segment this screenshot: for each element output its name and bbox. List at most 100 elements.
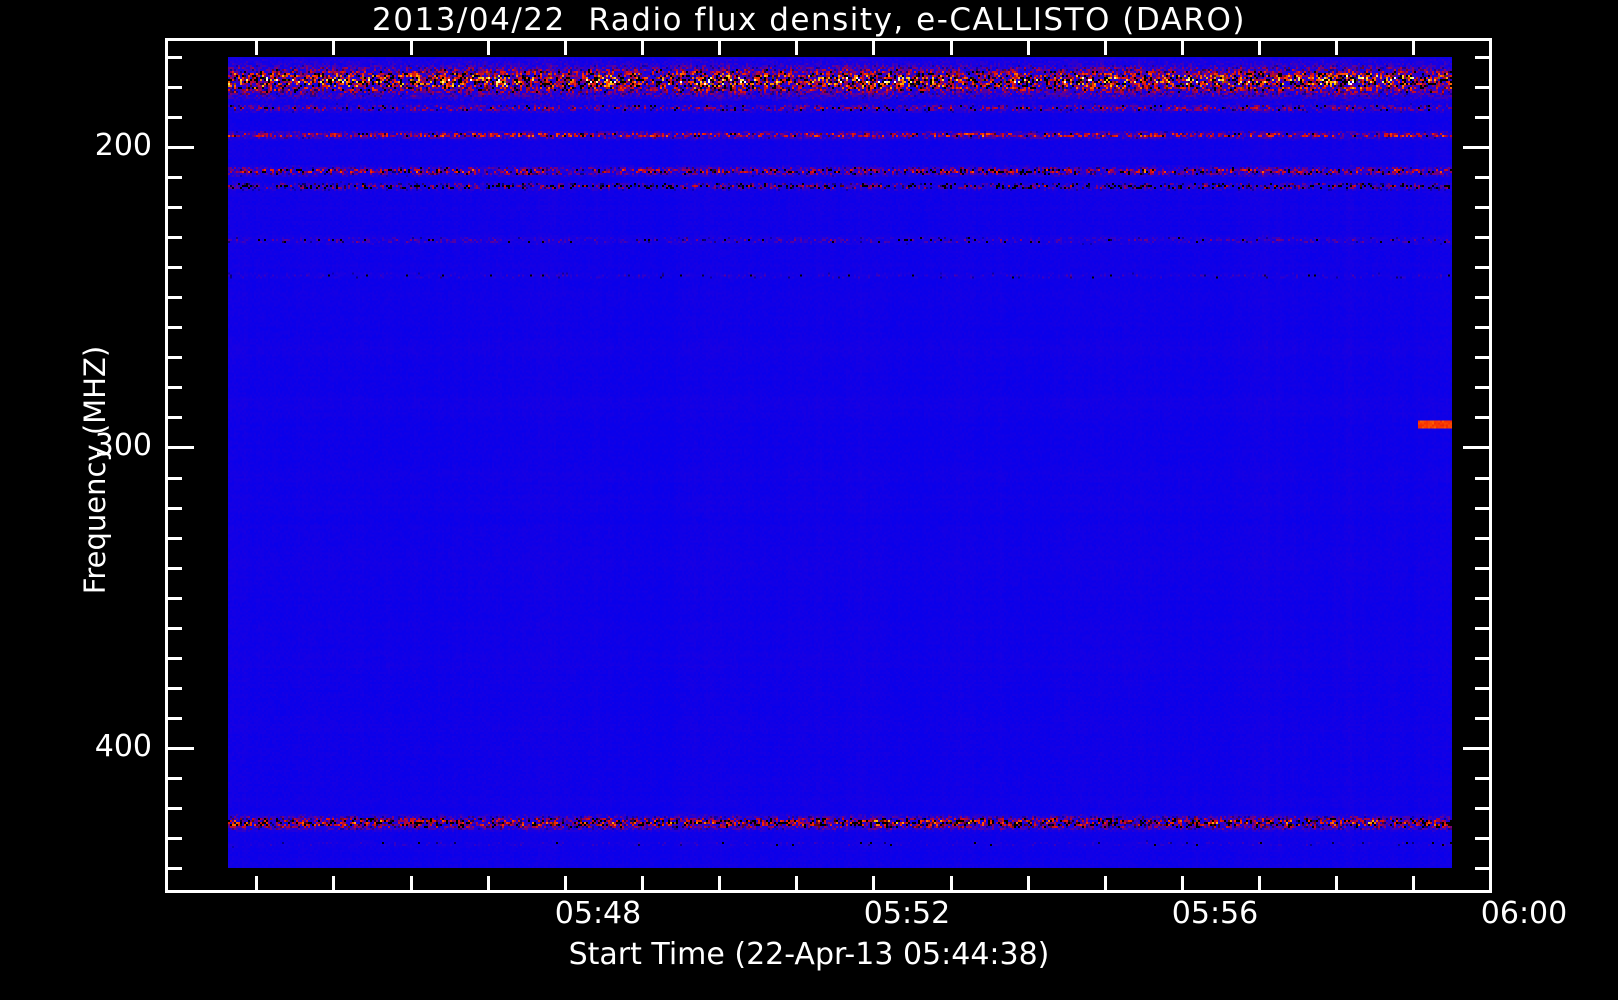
y-minor-tick-right — [1475, 657, 1489, 660]
x-minor-tick — [950, 876, 953, 890]
x-minor-tick-top — [795, 41, 798, 55]
y-tick-label: 400 — [94, 729, 152, 764]
x-minor-tick-top — [1412, 41, 1415, 55]
y-minor-tick-right — [1475, 116, 1489, 119]
x-minor-tick-top — [255, 41, 258, 55]
y-minor-tick — [168, 717, 182, 720]
y-minor-tick-right — [1475, 236, 1489, 239]
y-minor-tick-right — [1475, 176, 1489, 179]
x-minor-tick — [872, 876, 875, 890]
x-minor-tick — [255, 876, 258, 890]
x-minor-tick — [1335, 876, 1338, 890]
y-tick-label: 200 — [94, 128, 152, 163]
y-minor-tick — [168, 477, 182, 480]
spectrogram-plot-area — [228, 57, 1452, 868]
y-minor-tick-right — [1475, 86, 1489, 89]
y-minor-tick — [168, 296, 182, 299]
y-tick-label: 300 — [94, 428, 152, 463]
y-major-tick-right — [1463, 747, 1489, 750]
x-minor-tick — [795, 876, 798, 890]
y-minor-tick-right — [1475, 717, 1489, 720]
y-minor-tick — [168, 116, 182, 119]
x-minor-tick-top — [564, 41, 567, 55]
y-minor-tick-right — [1475, 567, 1489, 570]
x-minor-tick-top — [332, 41, 335, 55]
y-minor-tick-right — [1475, 627, 1489, 630]
y-minor-tick — [168, 416, 182, 419]
y-minor-tick — [168, 687, 182, 690]
y-minor-tick-right — [1475, 356, 1489, 359]
x-tick-label: 06:00 — [1480, 896, 1568, 931]
x-minor-tick — [1027, 876, 1030, 890]
y-major-tick-right — [1463, 146, 1489, 149]
y-minor-tick-right — [1475, 537, 1489, 540]
x-tick-label: 05:48 — [554, 896, 642, 931]
figure-title: 2013/04/22 Radio flux density, e-CALLIST… — [372, 2, 1246, 38]
x-minor-tick — [332, 876, 335, 890]
y-minor-tick — [168, 657, 182, 660]
x-minor-tick-top — [641, 41, 644, 55]
y-minor-tick-right — [1475, 507, 1489, 510]
y-minor-tick-right — [1475, 477, 1489, 480]
x-minor-tick — [641, 876, 644, 890]
y-minor-tick — [168, 356, 182, 359]
y-minor-tick — [168, 777, 182, 780]
y-minor-tick-right — [1475, 386, 1489, 389]
y-minor-tick-right — [1475, 206, 1489, 209]
y-minor-tick — [168, 236, 182, 239]
y-minor-tick — [168, 56, 182, 59]
x-minor-tick-top — [1258, 41, 1261, 55]
y-minor-tick-right — [1475, 687, 1489, 690]
x-minor-tick — [1258, 876, 1261, 890]
y-minor-tick — [168, 206, 182, 209]
y-minor-tick — [168, 627, 182, 630]
y-major-tick — [168, 747, 194, 750]
y-minor-tick-right — [1475, 867, 1489, 870]
y-minor-tick-right — [1475, 326, 1489, 329]
y-minor-tick — [168, 597, 182, 600]
x-minor-tick — [1104, 876, 1107, 890]
y-major-tick — [168, 146, 194, 149]
y-minor-tick — [168, 867, 182, 870]
y-minor-tick-right — [1475, 416, 1489, 419]
x-minor-tick-top — [950, 41, 953, 55]
y-minor-tick-right — [1475, 837, 1489, 840]
y-minor-tick-right — [1475, 597, 1489, 600]
y-minor-tick — [168, 326, 182, 329]
x-minor-tick — [487, 876, 490, 890]
x-minor-tick — [564, 876, 567, 890]
y-minor-tick — [168, 176, 182, 179]
x-minor-tick-top — [410, 41, 413, 55]
y-minor-tick-right — [1475, 266, 1489, 269]
x-minor-tick-top — [718, 41, 721, 55]
x-minor-tick — [1412, 876, 1415, 890]
x-tick-label: 05:52 — [863, 896, 951, 931]
x-axis-title: Start Time (22-Apr-13 05:44:38) — [568, 937, 1050, 972]
x-minor-tick — [1181, 876, 1184, 890]
x-minor-tick-top — [487, 41, 490, 55]
x-minor-tick-top — [1181, 41, 1184, 55]
x-minor-tick-top — [872, 41, 875, 55]
y-minor-tick — [168, 537, 182, 540]
y-minor-tick — [168, 266, 182, 269]
y-minor-tick — [168, 507, 182, 510]
y-minor-tick — [168, 567, 182, 570]
y-axis-title: Frequency (MHZ) — [78, 345, 112, 595]
x-minor-tick-top — [1027, 41, 1030, 55]
x-minor-tick-top — [1104, 41, 1107, 55]
y-minor-tick-right — [1475, 296, 1489, 299]
y-major-tick — [168, 446, 194, 449]
x-minor-tick — [410, 876, 413, 890]
x-minor-tick-top — [1335, 41, 1338, 55]
y-minor-tick — [168, 837, 182, 840]
y-minor-tick-right — [1475, 56, 1489, 59]
x-tick-label: 05:56 — [1171, 896, 1259, 931]
y-minor-tick — [168, 807, 182, 810]
x-minor-tick — [718, 876, 721, 890]
y-minor-tick-right — [1475, 777, 1489, 780]
y-minor-tick — [168, 386, 182, 389]
spectrogram-image — [228, 57, 1452, 868]
y-minor-tick-right — [1475, 807, 1489, 810]
y-minor-tick — [168, 86, 182, 89]
